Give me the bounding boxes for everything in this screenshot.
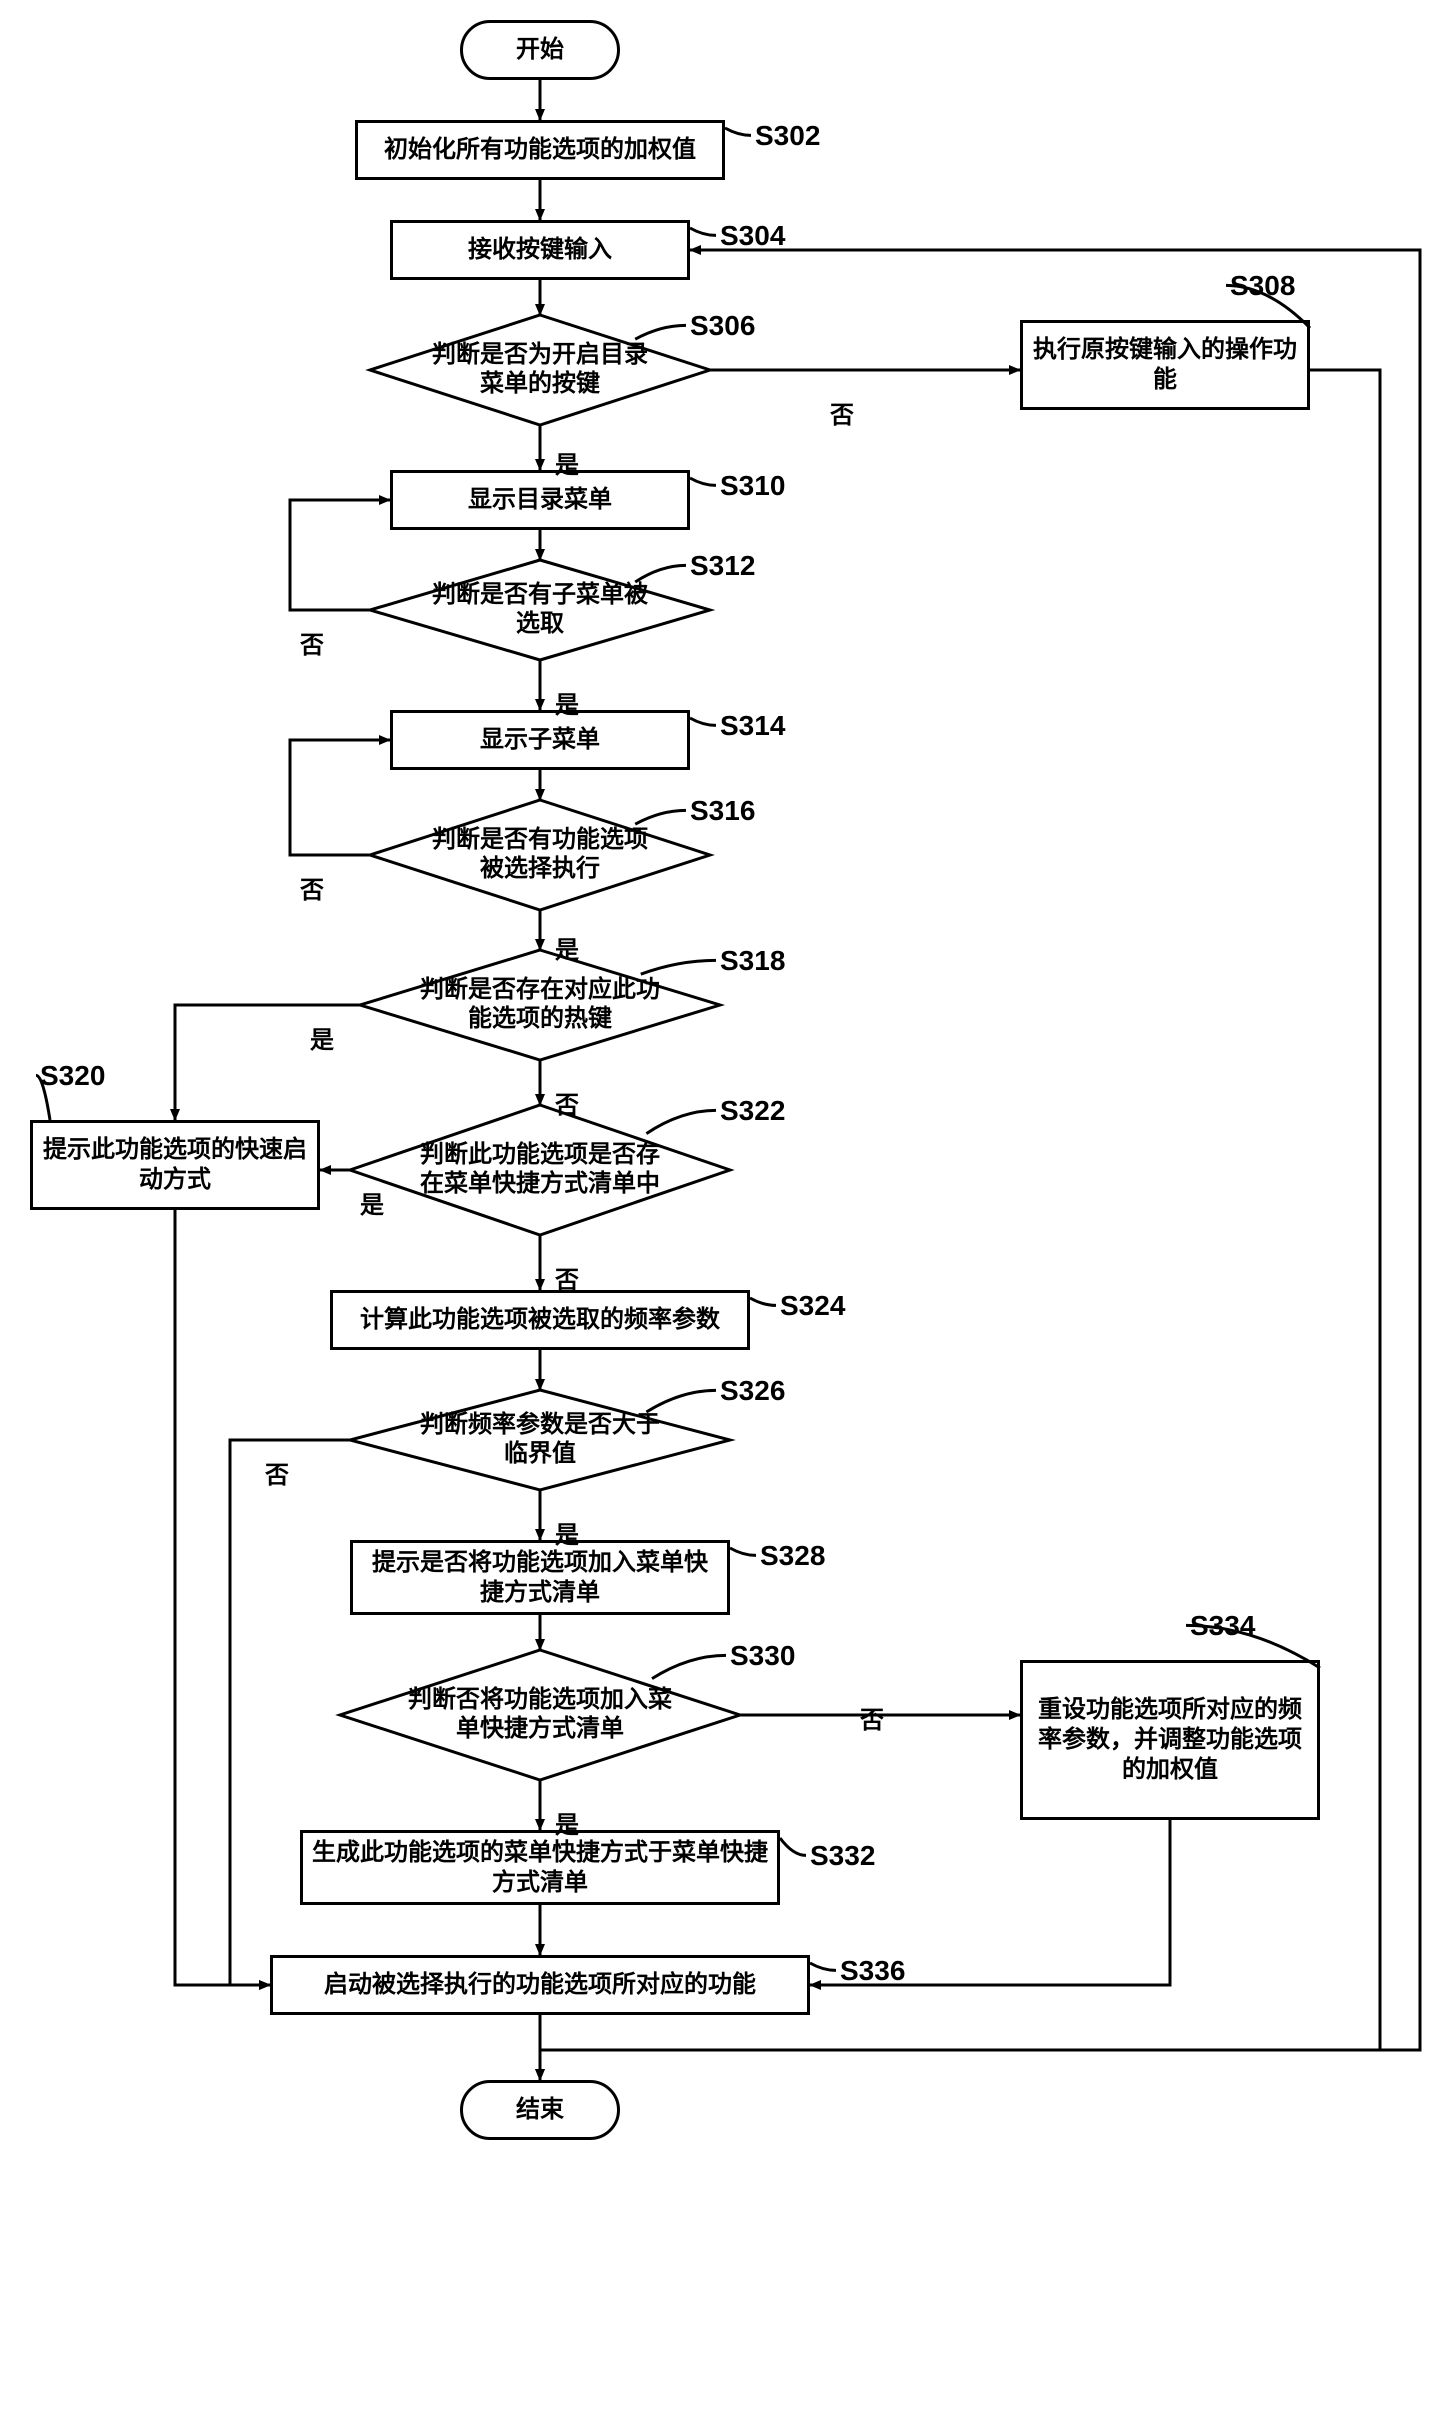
decision-s318: 判断是否存在对应此功能选项的热键 (418, 959, 663, 1051)
decision-s322: 判断此功能选项是否存在菜单快捷方式清单中 (411, 1115, 669, 1224)
step-label-s302: S302 (755, 120, 820, 152)
edge-label: 否 (300, 870, 324, 905)
decision-s326: 判断频率参数是否大于临界值 (411, 1398, 669, 1482)
decision-s316: 判断是否有功能选项被选择执行 (424, 809, 655, 901)
process-s324: 计算此功能选项被选取的频率参数 (330, 1290, 750, 1350)
step-label-s312: S312 (690, 550, 755, 582)
edge-label: 否 (830, 395, 854, 430)
edge-label: 否 (265, 1455, 289, 1490)
edge-label: 是 (360, 1185, 384, 1220)
terminator-end: 结束 (460, 2080, 620, 2140)
step-label-s330: S330 (730, 1640, 795, 1672)
process-s308: 执行原按键输入的操作功能 (1020, 320, 1310, 410)
step-label-s332: S332 (810, 1840, 875, 1872)
step-label-s326: S326 (720, 1375, 785, 1407)
step-label-s318: S318 (720, 945, 785, 977)
edge-label: 是 (310, 1020, 334, 1055)
edge-label: 否 (860, 1700, 884, 1735)
step-label-s320: S320 (40, 1060, 105, 1092)
step-label-s316: S316 (690, 795, 755, 827)
step-label-s328: S328 (760, 1540, 825, 1572)
flowchart-canvas: 开始初始化所有功能选项的加权值接收按键输入判断是否为开启目录菜单的按键 执行原按键… (0, 0, 1443, 2414)
process-s302: 初始化所有功能选项的加权值 (355, 120, 725, 180)
decision-s330: 判断否将功能选项加入菜单快捷方式清单 (404, 1660, 676, 1769)
step-label-s314: S314 (720, 710, 785, 742)
process-s304: 接收按键输入 (390, 220, 690, 280)
edge-label: 是 (555, 1515, 579, 1550)
edge-label: 否 (300, 625, 324, 660)
decision-s312: 判断是否有子菜单被选取 (424, 568, 655, 652)
edge-label: 是 (555, 1805, 579, 1840)
edge-label: 是 (555, 685, 579, 720)
step-label-s308: S308 (1230, 270, 1295, 302)
step-label-s306: S306 (690, 310, 755, 342)
process-s314: 显示子菜单 (390, 710, 690, 770)
step-label-s322: S322 (720, 1095, 785, 1127)
edge-label: 是 (555, 930, 579, 965)
edge-label: 是 (555, 445, 579, 480)
step-label-s304: S304 (720, 220, 785, 252)
edge-label: 否 (555, 1260, 579, 1295)
process-s320: 提示此功能选项的快速启动方式 (30, 1120, 320, 1210)
decision-s306: 判断是否为开启目录菜单的按键 (424, 324, 655, 416)
step-label-s324: S324 (780, 1290, 845, 1322)
step-label-s334: S334 (1190, 1610, 1255, 1642)
process-s334: 重设功能选项所对应的频率参数，并调整功能选项的加权值 (1020, 1660, 1320, 1820)
step-label-s336: S336 (840, 1955, 905, 1987)
process-s336: 启动被选择执行的功能选项所对应的功能 (270, 1955, 810, 2015)
edge-label: 否 (555, 1085, 579, 1120)
process-s310: 显示目录菜单 (390, 470, 690, 530)
terminator-start: 开始 (460, 20, 620, 80)
step-label-s310: S310 (720, 470, 785, 502)
process-s332: 生成此功能选项的菜单快捷方式于菜单快捷方式清单 (300, 1830, 780, 1905)
process-s328: 提示是否将功能选项加入菜单快捷方式清单 (350, 1540, 730, 1615)
